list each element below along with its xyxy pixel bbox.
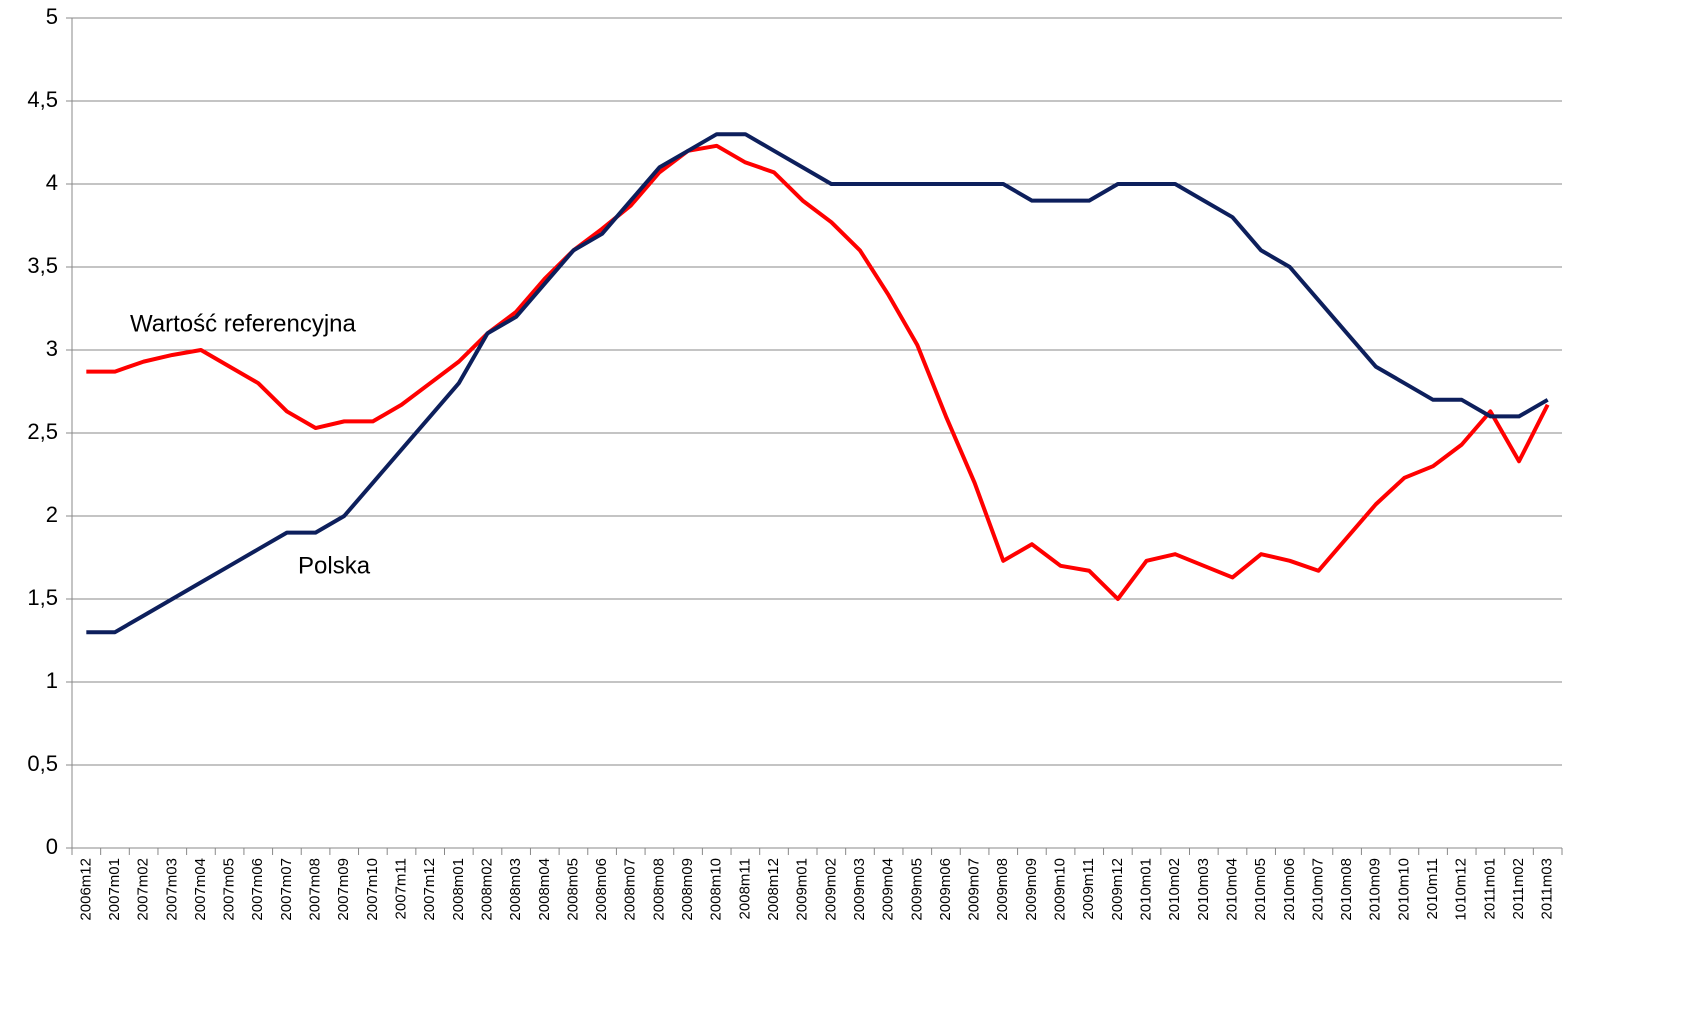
x-tick-label: 2007m07 — [278, 858, 295, 921]
x-tick-label: 2011m03 — [1539, 858, 1556, 919]
x-tick-label: 2010m02 — [1166, 858, 1183, 921]
x-tick-label: 2008m01 — [450, 858, 467, 921]
x-tick-label: 2009m08 — [994, 858, 1011, 921]
y-tick-label: 4,5 — [27, 87, 58, 112]
x-tick-label: 2010m08 — [1338, 858, 1355, 921]
x-tick-label: 2007m05 — [221, 858, 238, 921]
x-tick-label: 2008m06 — [593, 858, 610, 921]
x-tick-label: 2007m10 — [364, 858, 381, 921]
x-tick-label: 2008m05 — [564, 858, 581, 921]
x-tick-label: 2008m10 — [708, 858, 725, 921]
x-tick-label: 2009m09 — [1023, 858, 1040, 921]
x-tick-label: 2010m04 — [1223, 858, 1240, 921]
y-tick-label: 1 — [46, 668, 58, 693]
x-tick-label: 2010m10 — [1395, 858, 1412, 921]
x-tick-label: 2009m11 — [1080, 858, 1097, 919]
x-tick-label: 2007m03 — [163, 858, 180, 921]
x-tick-label: 2009m12 — [1109, 858, 1126, 921]
x-tick-label: 2007m11 — [392, 858, 409, 919]
y-tick-label: 2,5 — [27, 419, 58, 444]
x-tick-label: 2009m03 — [851, 858, 868, 921]
x-tick-label: 1010m12 — [1453, 858, 1470, 921]
x-tick-label: 2010m09 — [1367, 858, 1384, 921]
y-tick-label: 4 — [46, 170, 58, 195]
x-tick-label: 2009m02 — [822, 858, 839, 921]
x-tick-label: 2011m02 — [1510, 858, 1527, 919]
line-series — [86, 143, 1550, 601]
y-tick-label: 5 — [46, 4, 58, 29]
x-tick-label: 2007m06 — [249, 858, 266, 921]
x-tick-label: 2007m09 — [335, 858, 352, 921]
x-tick-label: 2008m08 — [650, 858, 667, 921]
x-tick-label: 2010m01 — [1137, 858, 1154, 921]
y-tick-label: 2 — [46, 502, 58, 527]
x-tick-label: 2007m02 — [135, 858, 152, 921]
x-tick-label: 2009m06 — [937, 858, 954, 921]
x-tick-label: 2008m07 — [622, 858, 639, 921]
x-tick-label: 2007m08 — [307, 858, 324, 921]
y-tick-label: 3,5 — [27, 253, 58, 278]
x-tick-label: 2008m12 — [765, 858, 782, 921]
line-series — [86, 132, 1549, 635]
x-tick-label: 2008m02 — [478, 858, 495, 921]
y-tick-label: 1,5 — [27, 585, 58, 610]
x-tick-label: 2007m04 — [192, 858, 209, 921]
x-tick-label: 2009m07 — [966, 858, 983, 921]
x-tick-label: 2008m04 — [536, 858, 553, 921]
x-tick-label: 2010m06 — [1281, 858, 1298, 921]
x-tick-label: 2009m04 — [880, 858, 897, 921]
y-tick-label: 0,5 — [27, 751, 58, 776]
y-tick-label: 3 — [46, 336, 58, 361]
x-tick-label: 2009m10 — [1052, 858, 1069, 921]
x-tick-label: 2008m03 — [507, 858, 524, 921]
x-tick-label: 2010m05 — [1252, 858, 1269, 921]
x-tick-label: 2009m01 — [794, 858, 811, 921]
x-tick-label: 2008m09 — [679, 858, 696, 921]
x-tick-label: 2008m11 — [736, 858, 753, 919]
y-tick-label: 0 — [46, 834, 58, 859]
x-tick-label: 2011m01 — [1481, 858, 1498, 919]
series-label: Polska — [298, 552, 371, 579]
x-tick-label: 2010m11 — [1424, 858, 1441, 919]
x-tick-label: 2007m12 — [421, 858, 438, 921]
x-tick-label: 2006m12 — [77, 858, 94, 921]
x-tick-label: 2010m07 — [1309, 858, 1326, 921]
x-tick-label: 2010m03 — [1195, 858, 1212, 921]
x-tick-label: 2009m05 — [908, 858, 925, 921]
series-label: Wartość referencyjna — [130, 310, 357, 337]
x-tick-label: 2007m01 — [106, 858, 123, 921]
